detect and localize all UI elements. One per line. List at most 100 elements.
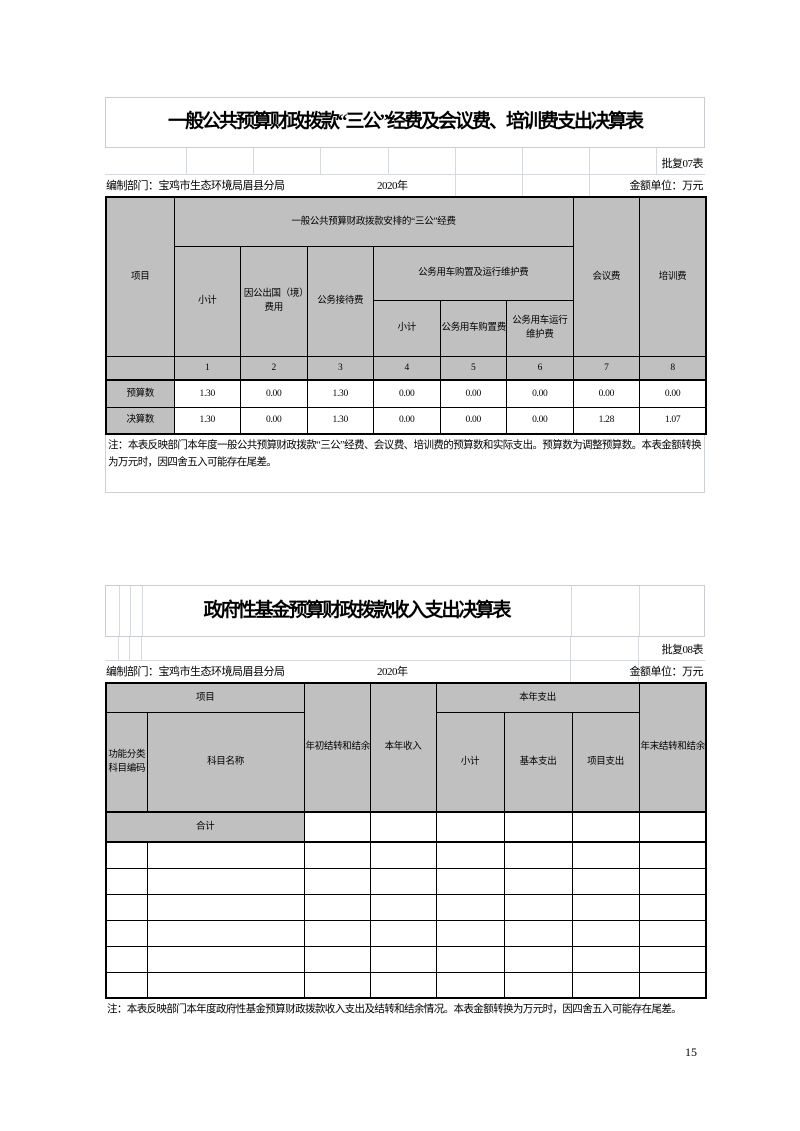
t2-empty-cell [105, 945, 148, 973]
t1-cell: 0.00 [240, 379, 308, 408]
table1-header-row3: 小计 公务用车购置费 公务用车运行维护费 [106, 299, 706, 357]
table1-title: 一般公共预算财政拨款“三公”经费及会议费、培训费支出决算表 [167, 111, 644, 133]
table2-empty-row [105, 971, 707, 999]
table2-meta-row: 编制部门：宝鸡市生态环境局眉县分局 2020年 金额单位：万元 [105, 661, 705, 682]
t2-empty-cell [369, 811, 437, 843]
t2-empty-cell [105, 893, 148, 921]
gridline-v [253, 148, 254, 174]
t2-h-project: 项目支出 [571, 711, 640, 813]
t2-empty-cell [146, 893, 305, 921]
table1-section: 一般公共预算财政拨款“三公”经费及会议费、培训费支出决算表 批复07表 编制部门… [105, 97, 708, 493]
t1-colnum: 4 [373, 355, 441, 381]
t2-h-item: 项目 [105, 682, 305, 713]
t2-empty-cell [571, 945, 640, 973]
table2-department: 编制部门：宝鸡市生态环境局眉县分局 [106, 666, 285, 678]
t2-h-subtotal: 小计 [435, 711, 505, 813]
t2-empty-cell [303, 919, 371, 947]
table2-total-row: 合计 [105, 811, 707, 843]
t1-colnum: 1 [173, 355, 241, 381]
t2-empty-cell [571, 841, 640, 869]
t2-empty-cell [503, 919, 573, 947]
t1-cell: 1.07 [639, 406, 707, 435]
table1-approval-label: 批复07表 [661, 158, 704, 170]
t1-cell: 0.00 [506, 379, 574, 408]
t2-empty-cell [638, 919, 707, 947]
table1: 项目 一般公共预算财政拨款安排的“三公”经费 会议费 培训费 小计 因公出国（境… [105, 196, 708, 435]
gridline-v [570, 637, 571, 660]
t1-h-abroad: 因公出国（境）费用 [240, 245, 308, 357]
table1-header-row1: 项目 一般公共预算财政拨款安排的“三公”经费 会议费 培训费 [105, 196, 707, 357]
t2-empty-cell [105, 919, 148, 947]
gridline-v [589, 175, 590, 196]
gridline-v [118, 637, 119, 660]
t1-colnum: 8 [639, 355, 707, 381]
gridline-v [522, 175, 523, 196]
t2-h-begin-balance: 年初结转和结余 [303, 682, 371, 813]
t2-empty-cell [303, 841, 371, 869]
table2-empty-row [105, 893, 707, 921]
table2-approval-label: 批复08表 [661, 644, 704, 656]
t2-empty-cell [435, 867, 505, 895]
t2-empty-cell [369, 841, 437, 869]
table1-header-row2: 小计 因公出国（境）费用 公务接待费 公务用车购置及运行维护费 [106, 245, 706, 357]
t2-empty-cell [435, 945, 505, 973]
t2-empty-cell [435, 841, 505, 869]
t1-colnum: 5 [439, 355, 507, 381]
table2-header-row1: 项目 年初结转和结余 本年收入 本年支出 年末结转和结余 [105, 682, 707, 813]
table1-title-box: 一般公共预算财政拨款“三公”经费及会议费、培训费支出决算表 [105, 97, 705, 148]
table1-approval-row: 批复07表 [105, 148, 705, 175]
t1-colnum-blank [105, 355, 175, 381]
gridline-v [455, 148, 456, 174]
table2-unit: 金额单位：万元 [629, 666, 704, 678]
table2-year: 2020年 [377, 666, 408, 678]
t1-h-item: 项目 [105, 196, 175, 357]
t1-cell: 0.00 [572, 379, 641, 408]
t2-empty-cell [435, 811, 505, 843]
t1-cell: 0.00 [373, 406, 441, 435]
t2-h-expense-group: 本年支出 [435, 682, 640, 713]
t2-empty-cell [571, 893, 640, 921]
table1-final-row: 决算数 1.30 0.00 1.30 0.00 0.00 0.00 1.28 1… [105, 406, 707, 435]
table2-empty-row [105, 841, 707, 869]
t2-h-end-balance: 年末结转和结余 [638, 682, 707, 813]
table2-approval-row: 批复08表 [105, 637, 705, 661]
t2-empty-cell [146, 841, 305, 869]
t2-h-subject: 科目名称 [146, 711, 305, 813]
t1-h-vehicle-purchase: 公务用车购置费 [439, 299, 507, 357]
t1-colnum: 7 [572, 355, 641, 381]
table1-unit: 金额单位：万元 [629, 180, 704, 192]
t2-empty-cell [638, 811, 707, 843]
gridline-v [129, 637, 130, 660]
gridline-v [320, 148, 321, 174]
table2-empty-row [105, 919, 707, 947]
t2-empty-cell [435, 919, 505, 947]
t2-h-code: 功能分类科目编码 [105, 711, 148, 813]
t2-empty-cell [571, 919, 640, 947]
t1-h-vehicle-maintenance: 公务用车运行维护费 [506, 299, 574, 357]
t2-empty-cell [435, 971, 505, 999]
t2-empty-cell [503, 811, 573, 843]
t2-empty-cell [638, 867, 707, 895]
table2-note: 注：本表反映部门本年度政府性基金预算财政拨款收入支出及结转和结余情况。本表金额转… [107, 1004, 682, 1015]
t2-empty-cell [638, 841, 707, 869]
table2-section: 政府性基金预算财政拨款收入支出决算表 批复08表 编制部门：宝鸡市生态环境局眉县… [105, 585, 708, 1023]
t1-colnum: 2 [240, 355, 308, 381]
t2-empty-cell [571, 971, 640, 999]
table1-department: 编制部门：宝鸡市生态环境局眉县分局 [106, 180, 285, 192]
t2-h-basic: 基本支出 [503, 711, 573, 813]
t2-empty-cell [369, 971, 437, 999]
t1-h-vehicle-group: 公务用车购置及运行维护费 [373, 245, 574, 301]
gridline-v [571, 586, 572, 636]
t2-empty-cell [369, 919, 437, 947]
t1-cell: 0.00 [373, 379, 441, 408]
t1-cell: 1.30 [173, 406, 241, 435]
t2-empty-cell [105, 841, 148, 869]
t2-empty-cell [303, 867, 371, 895]
table2-empty-row [105, 867, 707, 895]
t2-total-label: 合计 [105, 811, 305, 843]
t2-h-year-income: 本年收入 [369, 682, 437, 813]
gridline-v [186, 148, 187, 174]
table1-meta-row: 编制部门：宝鸡市生态环境局眉县分局 2020年 金额单位：万元 [105, 175, 705, 196]
t1-h-meeting: 会议费 [572, 196, 641, 357]
